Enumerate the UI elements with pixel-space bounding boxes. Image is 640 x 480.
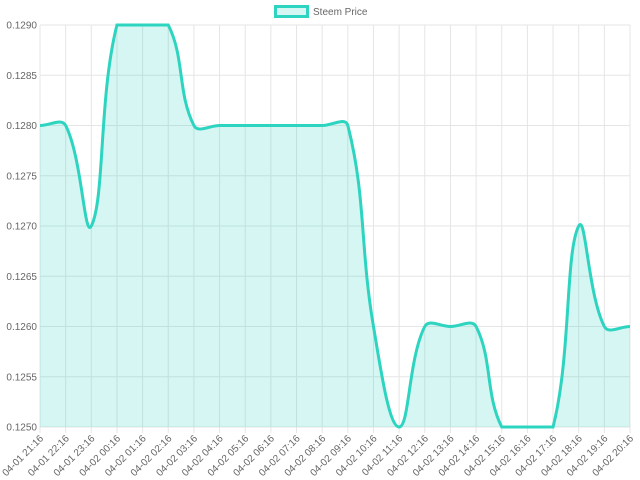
y-tick-label: 0.1280 <box>6 121 37 132</box>
legend-label: Steem Price <box>313 7 368 18</box>
line <box>39 23 631 429</box>
y-tick-label: 0.1250 <box>6 423 37 434</box>
y-tick-label: 0.1265 <box>6 272 37 283</box>
area-fill <box>40 25 630 427</box>
y-tick-label: 0.1285 <box>6 71 37 82</box>
y-tick-label: 0.1270 <box>6 222 37 233</box>
legend-swatch <box>274 5 309 18</box>
y-tick-label: 0.1290 <box>6 21 37 32</box>
legend-item: Steem Price <box>274 5 368 18</box>
y-tick-label: 0.1255 <box>6 372 37 383</box>
y-tick-label: 0.1275 <box>6 171 37 182</box>
y-tick-label: 0.1260 <box>6 322 37 333</box>
